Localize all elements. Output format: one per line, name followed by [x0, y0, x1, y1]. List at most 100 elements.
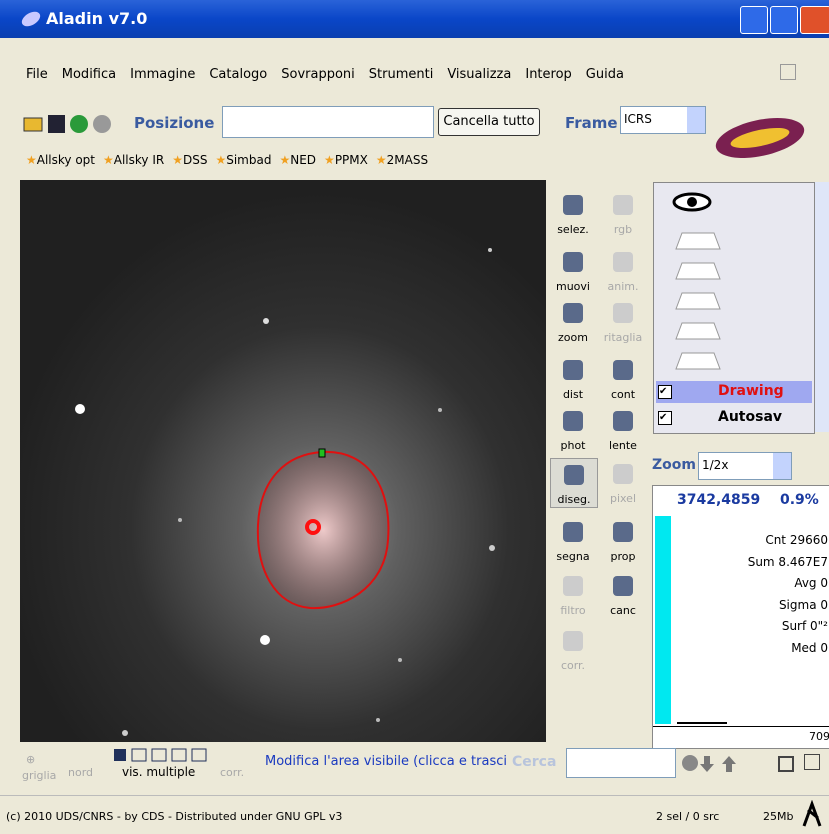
layer-scrollbar[interactable]	[815, 182, 829, 432]
grid-label: griglia	[22, 769, 56, 782]
zoom-select[interactable]: 1/2x	[698, 452, 792, 480]
clear-button[interactable]: Cancella tutto	[438, 108, 540, 136]
restore-button[interactable]	[780, 64, 796, 80]
tool-button[interactable]: rgb	[600, 189, 646, 237]
multiview-label[interactable]: vis. multiple	[122, 765, 195, 779]
tool-button[interactable]: diseg.	[550, 458, 598, 508]
tool-icon	[564, 465, 584, 485]
tool-button[interactable]: zoom	[550, 297, 596, 345]
tool-label: zoom	[550, 331, 596, 344]
position-input[interactable]	[222, 106, 434, 138]
zoom-label: Zoom	[652, 457, 696, 473]
bookmark-star: ★	[215, 153, 226, 167]
app-window: Aladin v7.0 FileModificaImmagineCatalogo…	[0, 0, 829, 834]
search-label: Cerca	[512, 754, 556, 770]
tool-label: ritaglia	[600, 331, 646, 344]
tool-button[interactable]: segna	[550, 516, 596, 564]
bookmark[interactable]: Allsky IR	[114, 153, 164, 167]
tool-label: muovi	[550, 280, 596, 293]
tool-button[interactable]: selez.	[550, 189, 596, 237]
menu-item[interactable]: Guida	[586, 67, 624, 82]
layer-checkbox[interactable]: ✔	[658, 411, 672, 425]
tool-icon	[563, 195, 583, 215]
tool-icon	[563, 411, 583, 431]
bookmark[interactable]: DSS	[183, 153, 207, 167]
position-label: Posizione	[134, 114, 214, 132]
tool-button[interactable]: phot	[550, 405, 596, 453]
tool-button[interactable]: corr.	[550, 625, 596, 673]
tool-label: dist	[550, 388, 596, 401]
menu-item[interactable]: Interop	[525, 67, 571, 82]
tool-label: cont	[600, 388, 646, 401]
menu-item[interactable]: Immagine	[130, 67, 195, 82]
zoom-value: 1/2x	[702, 458, 728, 472]
tool-icon	[563, 303, 583, 323]
layer-stack: ✔ Drawing ✔ Autosav	[653, 182, 815, 434]
corr-label[interactable]: corr.	[220, 766, 244, 779]
tool-icon	[613, 464, 633, 484]
tool-label: anim.	[600, 280, 646, 293]
histogram-bar	[655, 516, 671, 724]
tool-button[interactable]: dist	[550, 354, 596, 402]
maximize-button[interactable]	[770, 6, 798, 34]
tool-button[interactable]: cont	[600, 354, 646, 402]
bookmark[interactable]: 2MASS	[387, 153, 428, 167]
empty-layers	[674, 231, 724, 381]
layer-name[interactable]: Autosav	[718, 409, 782, 425]
tool-label: rgb	[600, 223, 646, 236]
hint-text: Modifica l'area visibile (clicca e trasc…	[265, 754, 507, 769]
menu-item[interactable]: File	[26, 67, 48, 82]
histogram-bar	[677, 722, 727, 724]
close-button[interactable]	[800, 6, 829, 34]
north-label[interactable]: nord	[68, 766, 93, 779]
tool-label: prop	[600, 550, 646, 563]
cursor-percent: 0.9%	[780, 492, 819, 508]
image-view[interactable]	[20, 180, 546, 742]
frame-value: ICRS	[624, 112, 652, 126]
minimize-button[interactable]	[740, 6, 768, 34]
search-nav	[680, 752, 740, 774]
menu-item[interactable]: Modifica	[62, 67, 116, 82]
tool-label: lente	[600, 439, 646, 452]
activity-icon	[800, 800, 824, 828]
stat-line: Sigma 0	[779, 598, 828, 612]
tool-button[interactable]: canc	[600, 570, 646, 618]
bookmark-star: ★	[172, 153, 183, 167]
tool-button[interactable]: muovi	[550, 246, 596, 294]
panel-button[interactable]	[778, 756, 794, 772]
aladin-logo	[710, 108, 810, 168]
tool-icon	[563, 522, 583, 542]
detach-button[interactable]	[804, 754, 820, 770]
menu-item[interactable]: Catalogo	[209, 67, 267, 82]
bookmark[interactable]: Simbad	[226, 153, 271, 167]
tool-button[interactable]: filtro	[550, 570, 596, 618]
tool-panel: selez. rgb muovi anim. zoom ritaglia dist cont p…	[550, 185, 650, 665]
menu-item[interactable]: Sovrapponi	[281, 67, 355, 82]
frame-select[interactable]: ICRS	[620, 106, 706, 134]
layer-name[interactable]: Drawing	[718, 383, 784, 399]
tool-label: selez.	[550, 223, 596, 236]
menu-item[interactable]: Visualizza	[447, 67, 511, 82]
selection-status: 2 sel / 0 src	[656, 810, 719, 823]
tool-icon	[613, 411, 633, 431]
menu-item[interactable]: Strumenti	[369, 67, 434, 82]
tool-label: phot	[550, 439, 596, 452]
bookmark[interactable]: Allsky opt	[37, 153, 95, 167]
tool-button[interactable]: ritaglia	[600, 297, 646, 345]
cursor-coords: 3742,4859	[677, 492, 760, 508]
bookmark[interactable]: PPMX	[335, 153, 368, 167]
layer-checkbox[interactable]: ✔	[658, 385, 672, 399]
search-input[interactable]	[566, 748, 676, 778]
stat-line: Med 0	[791, 641, 828, 655]
bookmark[interactable]: NED	[290, 153, 316, 167]
tool-icon	[613, 360, 633, 380]
tool-button[interactable]: pixel	[600, 458, 646, 506]
bookmark-star: ★	[103, 153, 114, 167]
tool-button[interactable]: lente	[600, 405, 646, 453]
axis-end-label: 709	[809, 730, 829, 743]
grid-button[interactable]: ⊕griglia	[22, 752, 52, 780]
tool-label: segna	[550, 550, 596, 563]
stat-line: Cnt 29660	[765, 533, 828, 547]
tool-button[interactable]: prop	[600, 516, 646, 564]
tool-button[interactable]: anim.	[600, 246, 646, 294]
